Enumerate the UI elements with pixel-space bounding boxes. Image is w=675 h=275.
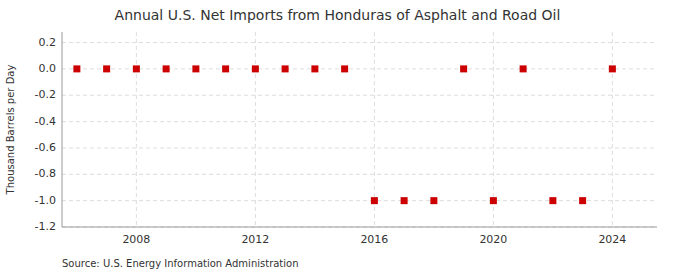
title: Annual U.S. Net Imports from Honduras of… xyxy=(115,7,561,23)
x-axis-line xyxy=(62,227,657,228)
y-grid-line xyxy=(62,42,657,43)
x-tick-label: 2020 xyxy=(479,233,507,246)
point xyxy=(430,197,437,204)
y-tick-label: -0.6 xyxy=(35,141,56,154)
axes: 0.2 0.0 -0.2 -0.4 -0.6 -0.8 -1.0 -1.2 2008 2012 20… xyxy=(35,32,657,246)
y-axis-label: Thousand Barrels per Day xyxy=(5,65,16,196)
point xyxy=(163,65,170,72)
y-tick-label: -0.4 xyxy=(35,115,56,128)
y-tick-label: -0.2 xyxy=(35,88,56,101)
point xyxy=(192,65,199,72)
x-tick-label: 2008 xyxy=(122,233,150,246)
y-tick-label: 0.0 xyxy=(39,62,57,75)
point xyxy=(73,65,80,72)
y-tick-label: -1.0 xyxy=(35,194,56,207)
point xyxy=(341,65,348,72)
point xyxy=(609,65,616,72)
point xyxy=(282,65,289,72)
chart: 0.2 0.0 -0.2 -0.4 -0.6 -0.8 -1.0 -1.2 2008 2012 20… xyxy=(0,0,675,275)
point xyxy=(222,65,229,72)
y-axis-line xyxy=(62,32,63,227)
x-tick-label: 2024 xyxy=(598,233,626,246)
y-grid-line xyxy=(62,174,657,175)
y-tick-label: 0.2 xyxy=(39,36,57,49)
point xyxy=(520,65,527,72)
point xyxy=(311,65,318,72)
x-grid-line xyxy=(255,32,256,227)
y-grid-line xyxy=(62,147,657,148)
point xyxy=(401,197,408,204)
point xyxy=(490,197,497,204)
y-grid-line xyxy=(62,95,657,96)
y-tick-label: -0.8 xyxy=(35,167,56,180)
x-tick-label: 2012 xyxy=(241,233,269,246)
point xyxy=(371,197,378,204)
y-tick-label: -1.2 xyxy=(35,220,56,233)
point xyxy=(252,65,259,72)
point xyxy=(579,197,586,204)
source-note: Source: U.S. Energy Information Administ… xyxy=(62,258,299,269)
x-grid-line xyxy=(612,32,613,227)
point xyxy=(549,197,556,204)
y-grid-line xyxy=(62,227,657,228)
points xyxy=(73,65,616,204)
point xyxy=(133,65,140,72)
background xyxy=(0,0,675,275)
grid xyxy=(62,32,657,227)
y-grid-line xyxy=(62,121,657,122)
x-tick-label: 2016 xyxy=(360,233,388,246)
y-grid-line xyxy=(62,200,657,201)
point xyxy=(460,65,467,72)
point xyxy=(103,65,110,72)
y-grid-line xyxy=(62,68,657,69)
chart-container: 0.2 0.0 -0.2 -0.4 -0.6 -0.8 -1.0 -1.2 2008 2012 20… xyxy=(0,0,675,275)
x-grid-line xyxy=(136,32,137,227)
